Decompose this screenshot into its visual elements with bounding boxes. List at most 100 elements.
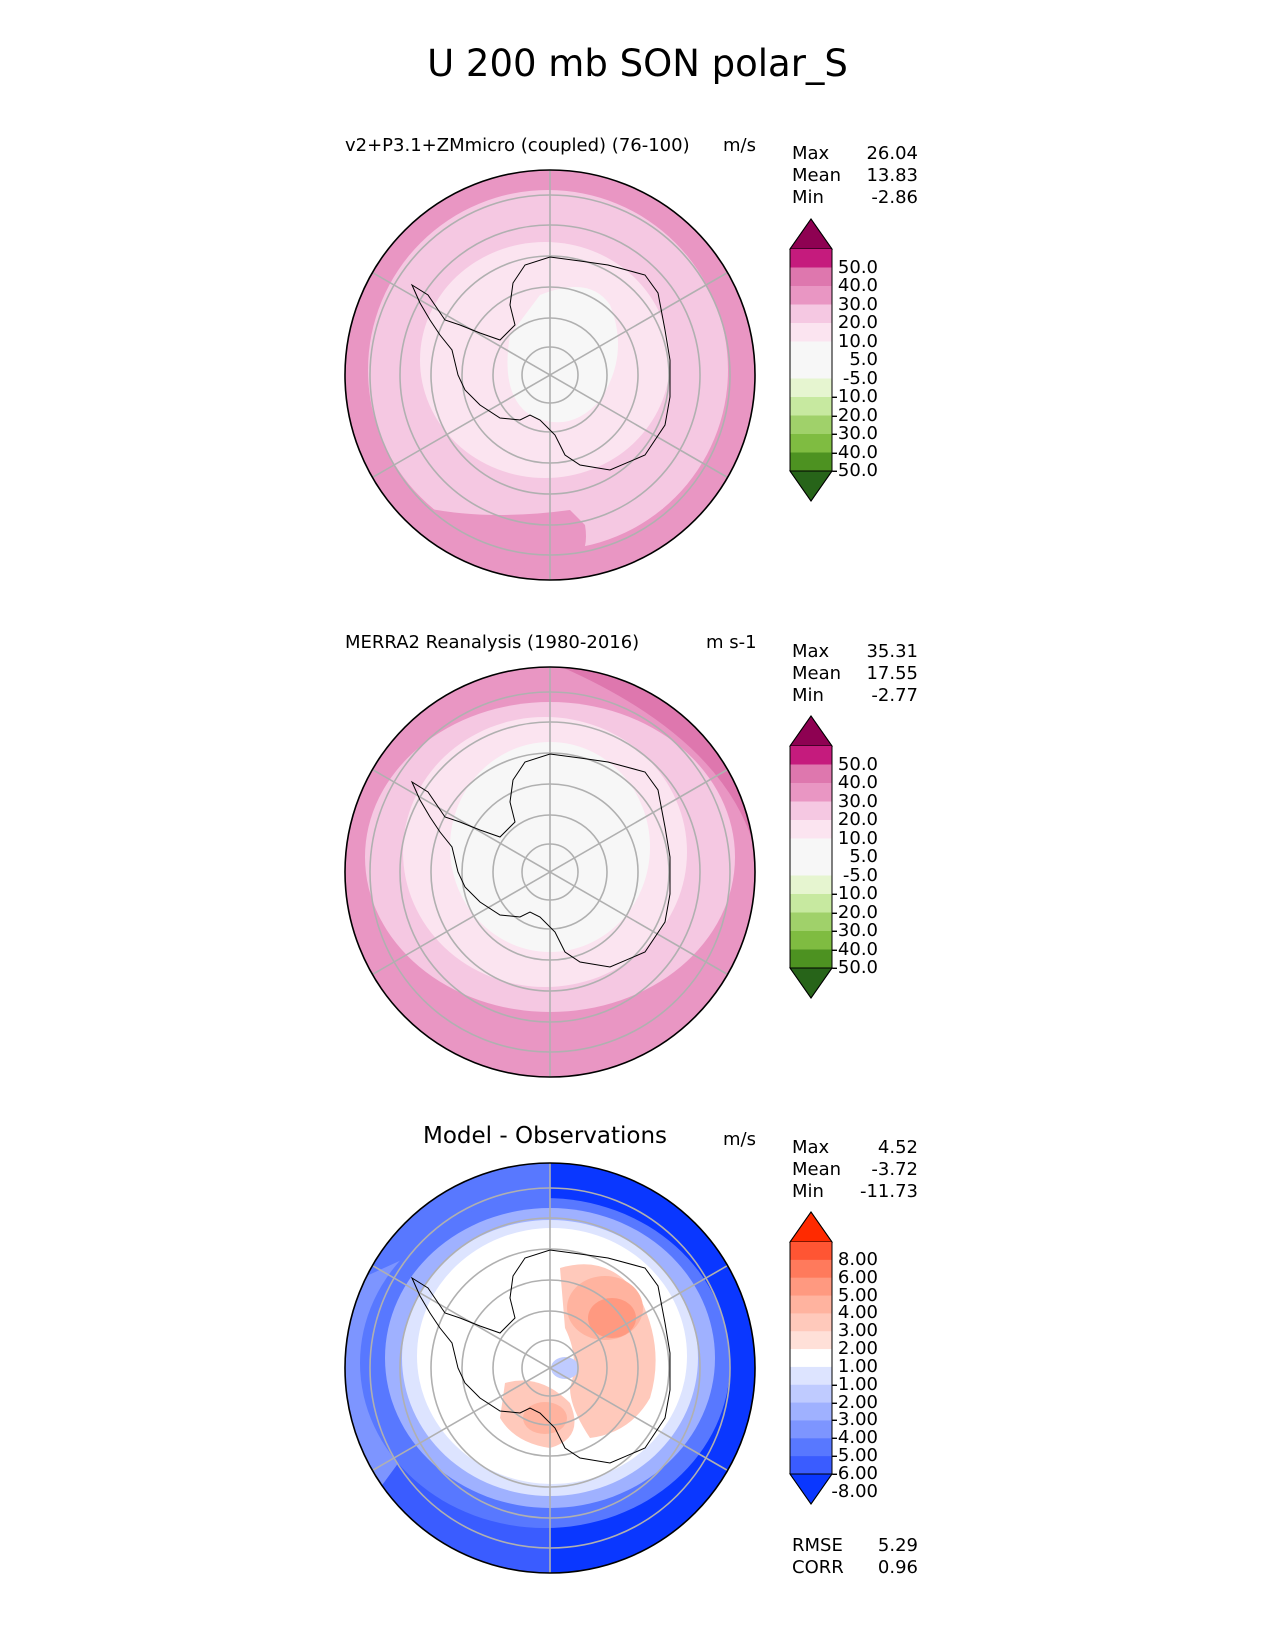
panel2-colorbar-tick-label: -40.0 [831,938,878,960]
panel2-colorbar-segment [790,783,832,802]
panel3-colorbar-tick-label: 3.00 [837,1320,878,1342]
panel1-colorbar-tick-label: 40.0 [837,275,878,296]
panel2-colorbar-tick-label: 10.0 [837,827,878,849]
panel2-min: -2.77 [871,685,918,706]
panel2-colorbar-segment [790,801,832,821]
panel2-colorbar-tick-label: -10.0 [831,883,878,904]
panel2-colorbar-segment [790,894,832,913]
panel1-colorbar [789,218,833,502]
panel3-polar-map [344,1162,756,1574]
panel3-colorbar-tick-label: 1.00 [837,1355,878,1377]
panel1-colorbar-tick-label: 20.0 [837,312,878,333]
panel3-colorbar-segment [790,1420,832,1439]
panel2-polar-map [344,666,756,1078]
panel2-colorbar-tick-label: 30.0 [837,790,878,812]
panel1-colorbar-segment [790,378,832,398]
panel2-colorbar-tick-label: -5.0 [842,864,878,886]
panel3-colorbar-tick-label: -6.00 [831,1463,878,1484]
panel3-colorbar-segment [790,1366,832,1386]
panel1-colorbar-segment [790,415,832,435]
panel2-colorbar-labels: 50.0 40.0 30.0 20.0 10.0 5.0 -5.0 -10.0 -20.0 -30… [810,714,878,1000]
panel1-stats: Max 26.04 Mean 13.83 Min -2.86 [792,143,918,208]
panel3-colorbar-segment [790,1331,832,1350]
panel2-colorbar-tick-label: 20.0 [837,809,878,830]
panel1-colorbar-outline [789,218,833,502]
panel1-colorbar-tick-label: -5.0 [842,367,878,389]
panel3-colorbar-segment [790,1456,832,1475]
panel1-colorbar-segment [790,434,832,453]
panel1-colorbar-tick-label: -40.0 [831,441,878,463]
panel1-colorbar-tick-label: -20.0 [831,404,878,426]
panel3-colorbar-tick-label: 6.00 [837,1266,878,1288]
panel2-stats: Max 35.31 Mean 17.55 Min -2.77 [792,641,918,706]
panel1-colorbar-segment [790,323,832,342]
panel1-units: m/s [723,135,756,156]
panel2-max: 35.31 [866,641,918,662]
panel1-colorbar-tick-label: 50.0 [837,256,878,278]
panel3-units: m/s [723,1129,756,1150]
panel2-units: m s-1 [706,632,757,653]
panel2-mean: 17.55 [866,663,918,684]
panel2-colorbar-segment [790,912,832,932]
panel1-colorbar-segment [790,286,832,305]
panel2-title: MERRA2 Reanalysis (1980-2016) [345,632,640,653]
panel1-min: -2.86 [871,187,918,208]
panel3-colorbar-tick-label: -1.00 [831,1373,878,1395]
panel1-colorbar-segment [790,267,832,287]
panel3-colorbar-segment [790,1384,832,1404]
panel2-colorbar-outline [789,715,833,999]
panel3-colorbar-labels: 8.00 6.00 5.00 4.00 3.00 2.00 1.00 -1.00 -2.00 -3… [810,1210,878,1506]
panel1-polar-map [344,169,756,581]
panel2-colorbar-segment [790,746,832,765]
panel3-colorbar-tick-label: -3.00 [831,1409,878,1431]
panel1-colorbar-segment [790,341,832,361]
panel1-colorbar-tick-label: -10.0 [831,386,878,407]
panel2-colorbar-segment [790,857,832,876]
panel1-colorbar-segment [790,360,832,379]
panel3-colorbar-tick-label: -5.00 [831,1445,878,1467]
panel3-colorbar-segment [790,1349,832,1368]
panel3-colorbar-tick-label: 4.00 [837,1302,878,1324]
panel2-colorbar-tick-label: 50.0 [837,753,878,775]
panel3-colorbar-segment [790,1277,832,1297]
panel3-title: Model - Observations [423,1123,668,1149]
panel3-metrics: RMSE 5.29 CORR 0.96 [792,1535,918,1578]
panel3-mean: -3.72 [871,1159,918,1180]
panel3-max: 4.52 [877,1137,918,1158]
panel3-colorbar-tick-label: -4.00 [831,1427,878,1449]
panel1-mean: 13.83 [866,165,918,186]
panel3-colorbar-segment [790,1402,832,1421]
panel1-colorbar-segment [790,452,832,472]
panel1-colorbar-labels: 50.0 40.0 30.0 20.0 10.0 5.0 -5.0 -10.0 -20.0 -30… [810,217,878,503]
panel1-colorbar-segment [790,304,832,324]
panel3-colorbar-segment [790,1259,832,1279]
panel3-colorbar [789,1211,833,1505]
panel1-colorbar-tick-label: 5.0 [849,349,878,370]
panel1-colorbar-tick-label: 30.0 [837,293,878,315]
panel2-colorbar-segment [790,764,832,784]
panel3-colorbar-tick-label: 8.00 [837,1248,878,1270]
panel2-colorbar-tick-label: 5.0 [849,846,878,867]
panel3-colorbar-outline [789,1211,833,1505]
panel2-colorbar-segment [790,875,832,895]
panel3-colorbar-segment [790,1295,832,1314]
panel3-colorbar-tick-label: -8.00 [831,1480,878,1502]
panel2-colorbar-tick-label: -20.0 [831,901,878,923]
panel3-min: -11.73 [859,1181,918,1202]
panel1-max: 26.04 [866,143,918,164]
panel2-colorbar-segment [790,838,832,858]
panel3-colorbar-tick-label: -2.00 [831,1391,878,1413]
panel2-colorbar-tick-label: 40.0 [837,772,878,793]
panel2-colorbar-segment [790,949,832,969]
panel2-colorbar-segment [790,931,832,950]
panel3-stats: Max 4.52 Mean -3.72 Min -11.73 [792,1137,918,1202]
panel1-colorbar-segment [790,397,832,416]
panel3-corr: 0.96 [877,1557,918,1578]
panel1-colorbar-tick-label: -30.0 [831,423,878,444]
panel3-colorbar-tick-label: 2.00 [837,1338,878,1360]
panel2-colorbar-tick-label: -50.0 [831,957,878,978]
panel2-colorbar-segment [790,820,832,839]
panel3-colorbar-segment [790,1313,832,1332]
panel3-colorbar-segment [790,1242,832,1261]
panel1-colorbar-segment [790,249,832,268]
